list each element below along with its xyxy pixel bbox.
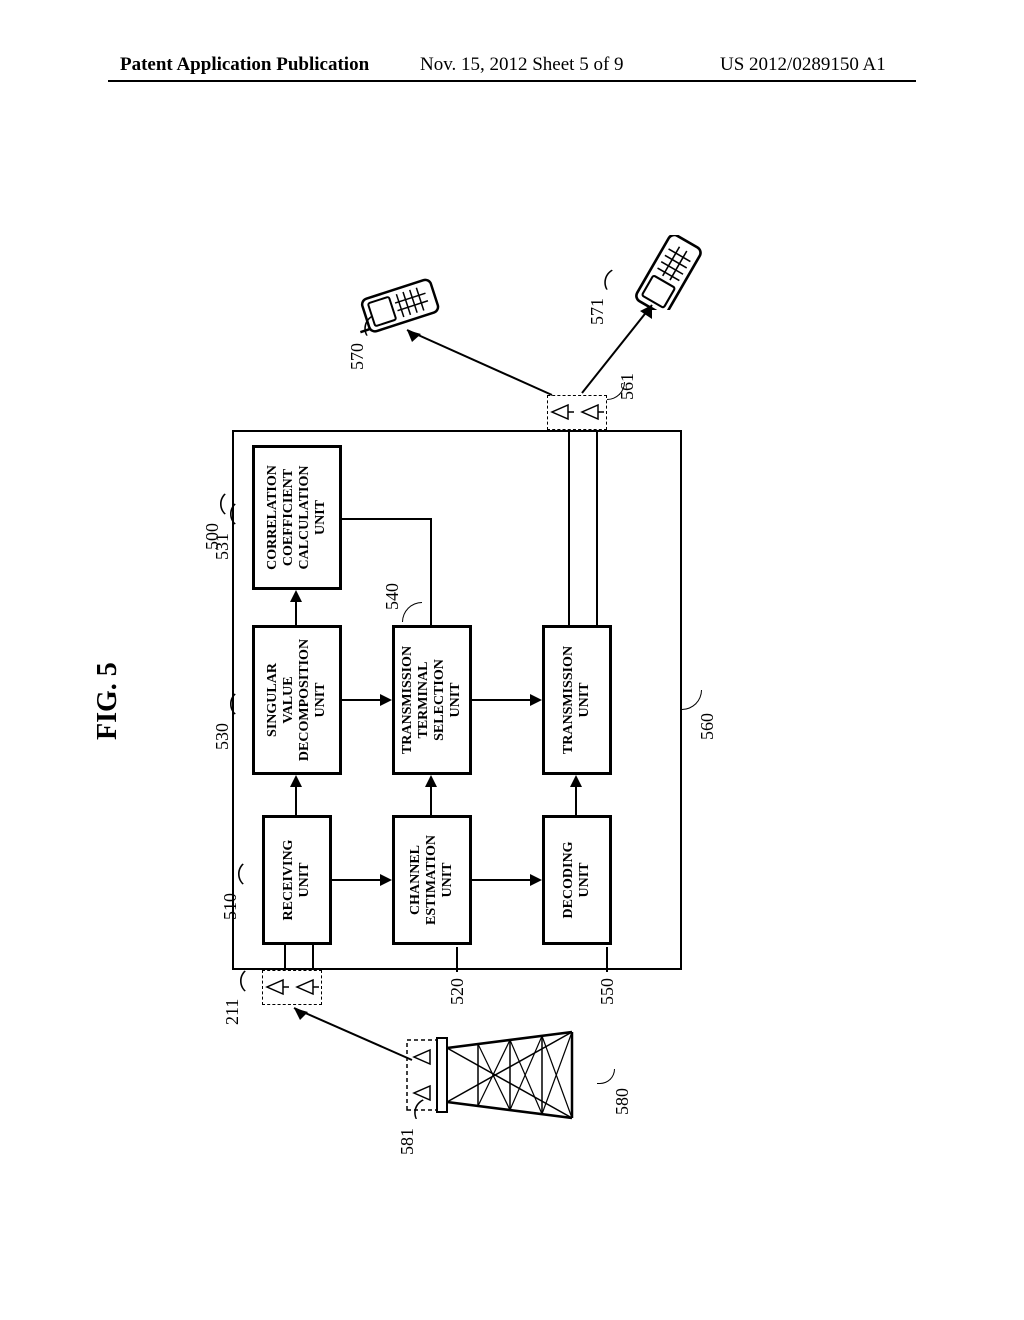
lead-530: ⌒ [224, 693, 256, 715]
header-left: Patent Application Publication [120, 54, 369, 76]
label-560: 560 [697, 713, 718, 740]
arrow-chest-dec [472, 879, 532, 881]
correlation-unit: CORRELATION COEFFICIENT CALCULATION UNIT [252, 445, 342, 590]
arrow-svd-corr-head [290, 590, 302, 602]
channel-estimation-unit: CHANNEL ESTIMATION UNIT [392, 815, 472, 945]
arrow-recv-svd [295, 785, 297, 815]
svd-unit: SINGULAR VALUE DECOMPOSITION UNIT [252, 625, 342, 775]
arrow-recv-chest-head [380, 874, 392, 886]
label-510: 510 [220, 893, 241, 920]
label-211: 211 [222, 999, 243, 1025]
lead-510: ⌒ [232, 863, 264, 885]
lead-550-line [606, 947, 608, 972]
header-rule [108, 80, 916, 82]
lead-580 [597, 1069, 615, 1084]
header-right: US 2012/0289150 A1 [720, 54, 886, 76]
correlation-unit-label: CORRELATION COEFFICIENT CALCULATION UNIT [265, 465, 329, 570]
diagram-canvas: FIG. 5 500 ⌒ RECEIVING UNIT SINGULAR VAL… [152, 210, 872, 1170]
arrow-chest-dec-head [530, 874, 542, 886]
transmission-terminal-selection-unit: TRANSMISSION TERMINAL SELECTION UNIT [392, 625, 472, 775]
arrow-chest-tts [430, 785, 432, 815]
arrow-tts-tx [472, 699, 532, 701]
arrow-chest-tts-head [425, 775, 437, 787]
figure-area: FIG. 5 500 ⌒ RECEIVING UNIT SINGULAR VAL… [0, 170, 1024, 1220]
transmission-label: TRANSMISSION UNIT [561, 646, 593, 754]
ant-left-line2 [312, 945, 314, 970]
transmission-unit: TRANSMISSION UNIT [542, 625, 612, 775]
arrow-corr-tts-v [342, 518, 430, 520]
arrow-recv-chest [332, 879, 382, 881]
arrow-svd-corr [295, 600, 297, 625]
relay-to-571-arrow [572, 285, 682, 395]
lead-211: ⌒ [234, 970, 266, 992]
receiving-unit: RECEIVING UNIT [262, 815, 332, 945]
ant-left-line1 [284, 945, 286, 970]
tower-to-relay-arrow [282, 990, 422, 1070]
receiving-unit-label: RECEIVING UNIT [281, 840, 313, 921]
antenna-group-right [547, 395, 607, 430]
label-540: 540 [382, 583, 403, 610]
decoding-unit: DECODING UNIT [542, 815, 612, 945]
label-530: 530 [212, 723, 233, 750]
tx-ant-line2 [596, 430, 598, 625]
svd-unit-label: SINGULAR VALUE DECOMPOSITION UNIT [265, 639, 329, 761]
tts-label: TRANSMISSION TERMINAL SELECTION UNIT [400, 646, 464, 754]
arrow-dec-tx [575, 785, 577, 815]
lead-531: ⌒ [224, 503, 256, 525]
relay-to-570-arrow [392, 300, 562, 400]
arrow-recv-svd-head [290, 775, 302, 787]
arrow-dec-tx-head [570, 775, 582, 787]
label-581: 581 [397, 1128, 418, 1155]
arrow-svd-tts-head [380, 694, 392, 706]
label-520: 520 [447, 978, 468, 1005]
arrow-svd-tts [342, 699, 382, 701]
tx-ant-line1 [568, 430, 570, 625]
arrow-tts-tx-head [530, 694, 542, 706]
decoding-label: DECODING UNIT [561, 842, 593, 919]
lead-520-line [456, 947, 458, 972]
channel-est-label: CHANNEL ESTIMATION UNIT [408, 835, 456, 925]
label-531: 531 [212, 533, 233, 560]
label-570: 570 [347, 343, 368, 370]
figure-title: FIG. 5 [92, 662, 124, 740]
lead-560 [682, 690, 702, 710]
header-mid: Nov. 15, 2012 Sheet 5 of 9 [420, 54, 624, 76]
arrow-corr-tts-h [430, 518, 432, 625]
label-580: 580 [612, 1088, 633, 1115]
label-550: 550 [597, 978, 618, 1005]
